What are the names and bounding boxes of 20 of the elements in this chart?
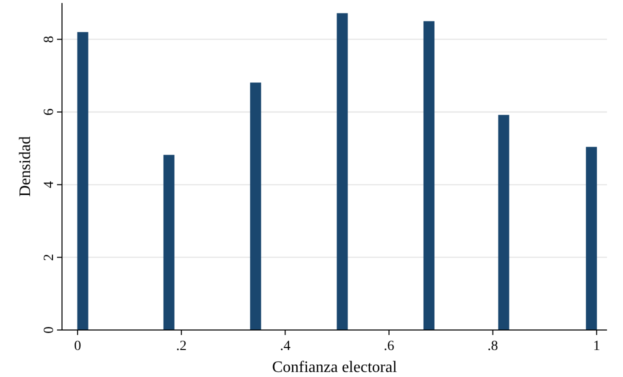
x-tick-label: .8 <box>488 339 498 354</box>
y-tick-label: 0 <box>42 326 57 334</box>
y-tick-label: 4 <box>42 181 57 188</box>
bar <box>250 82 262 330</box>
y-axis-title: Densidad <box>17 136 34 197</box>
bar <box>336 13 348 330</box>
x-tick-label: .2 <box>176 339 187 354</box>
y-tick-label: 2 <box>42 254 57 261</box>
x-tick-label: .6 <box>384 339 394 354</box>
y-tick-label: 6 <box>42 108 57 116</box>
bar <box>586 146 597 330</box>
x-axis-title: Confianza electoral <box>272 359 398 376</box>
bar <box>498 114 510 330</box>
y-tick-label: 8 <box>42 36 57 43</box>
x-tick-label: 0 <box>74 339 82 354</box>
bar <box>163 154 174 330</box>
bar <box>77 32 88 330</box>
x-tick-label: .4 <box>280 339 290 354</box>
x-tick-label: 1 <box>593 339 600 354</box>
bar <box>423 21 434 330</box>
